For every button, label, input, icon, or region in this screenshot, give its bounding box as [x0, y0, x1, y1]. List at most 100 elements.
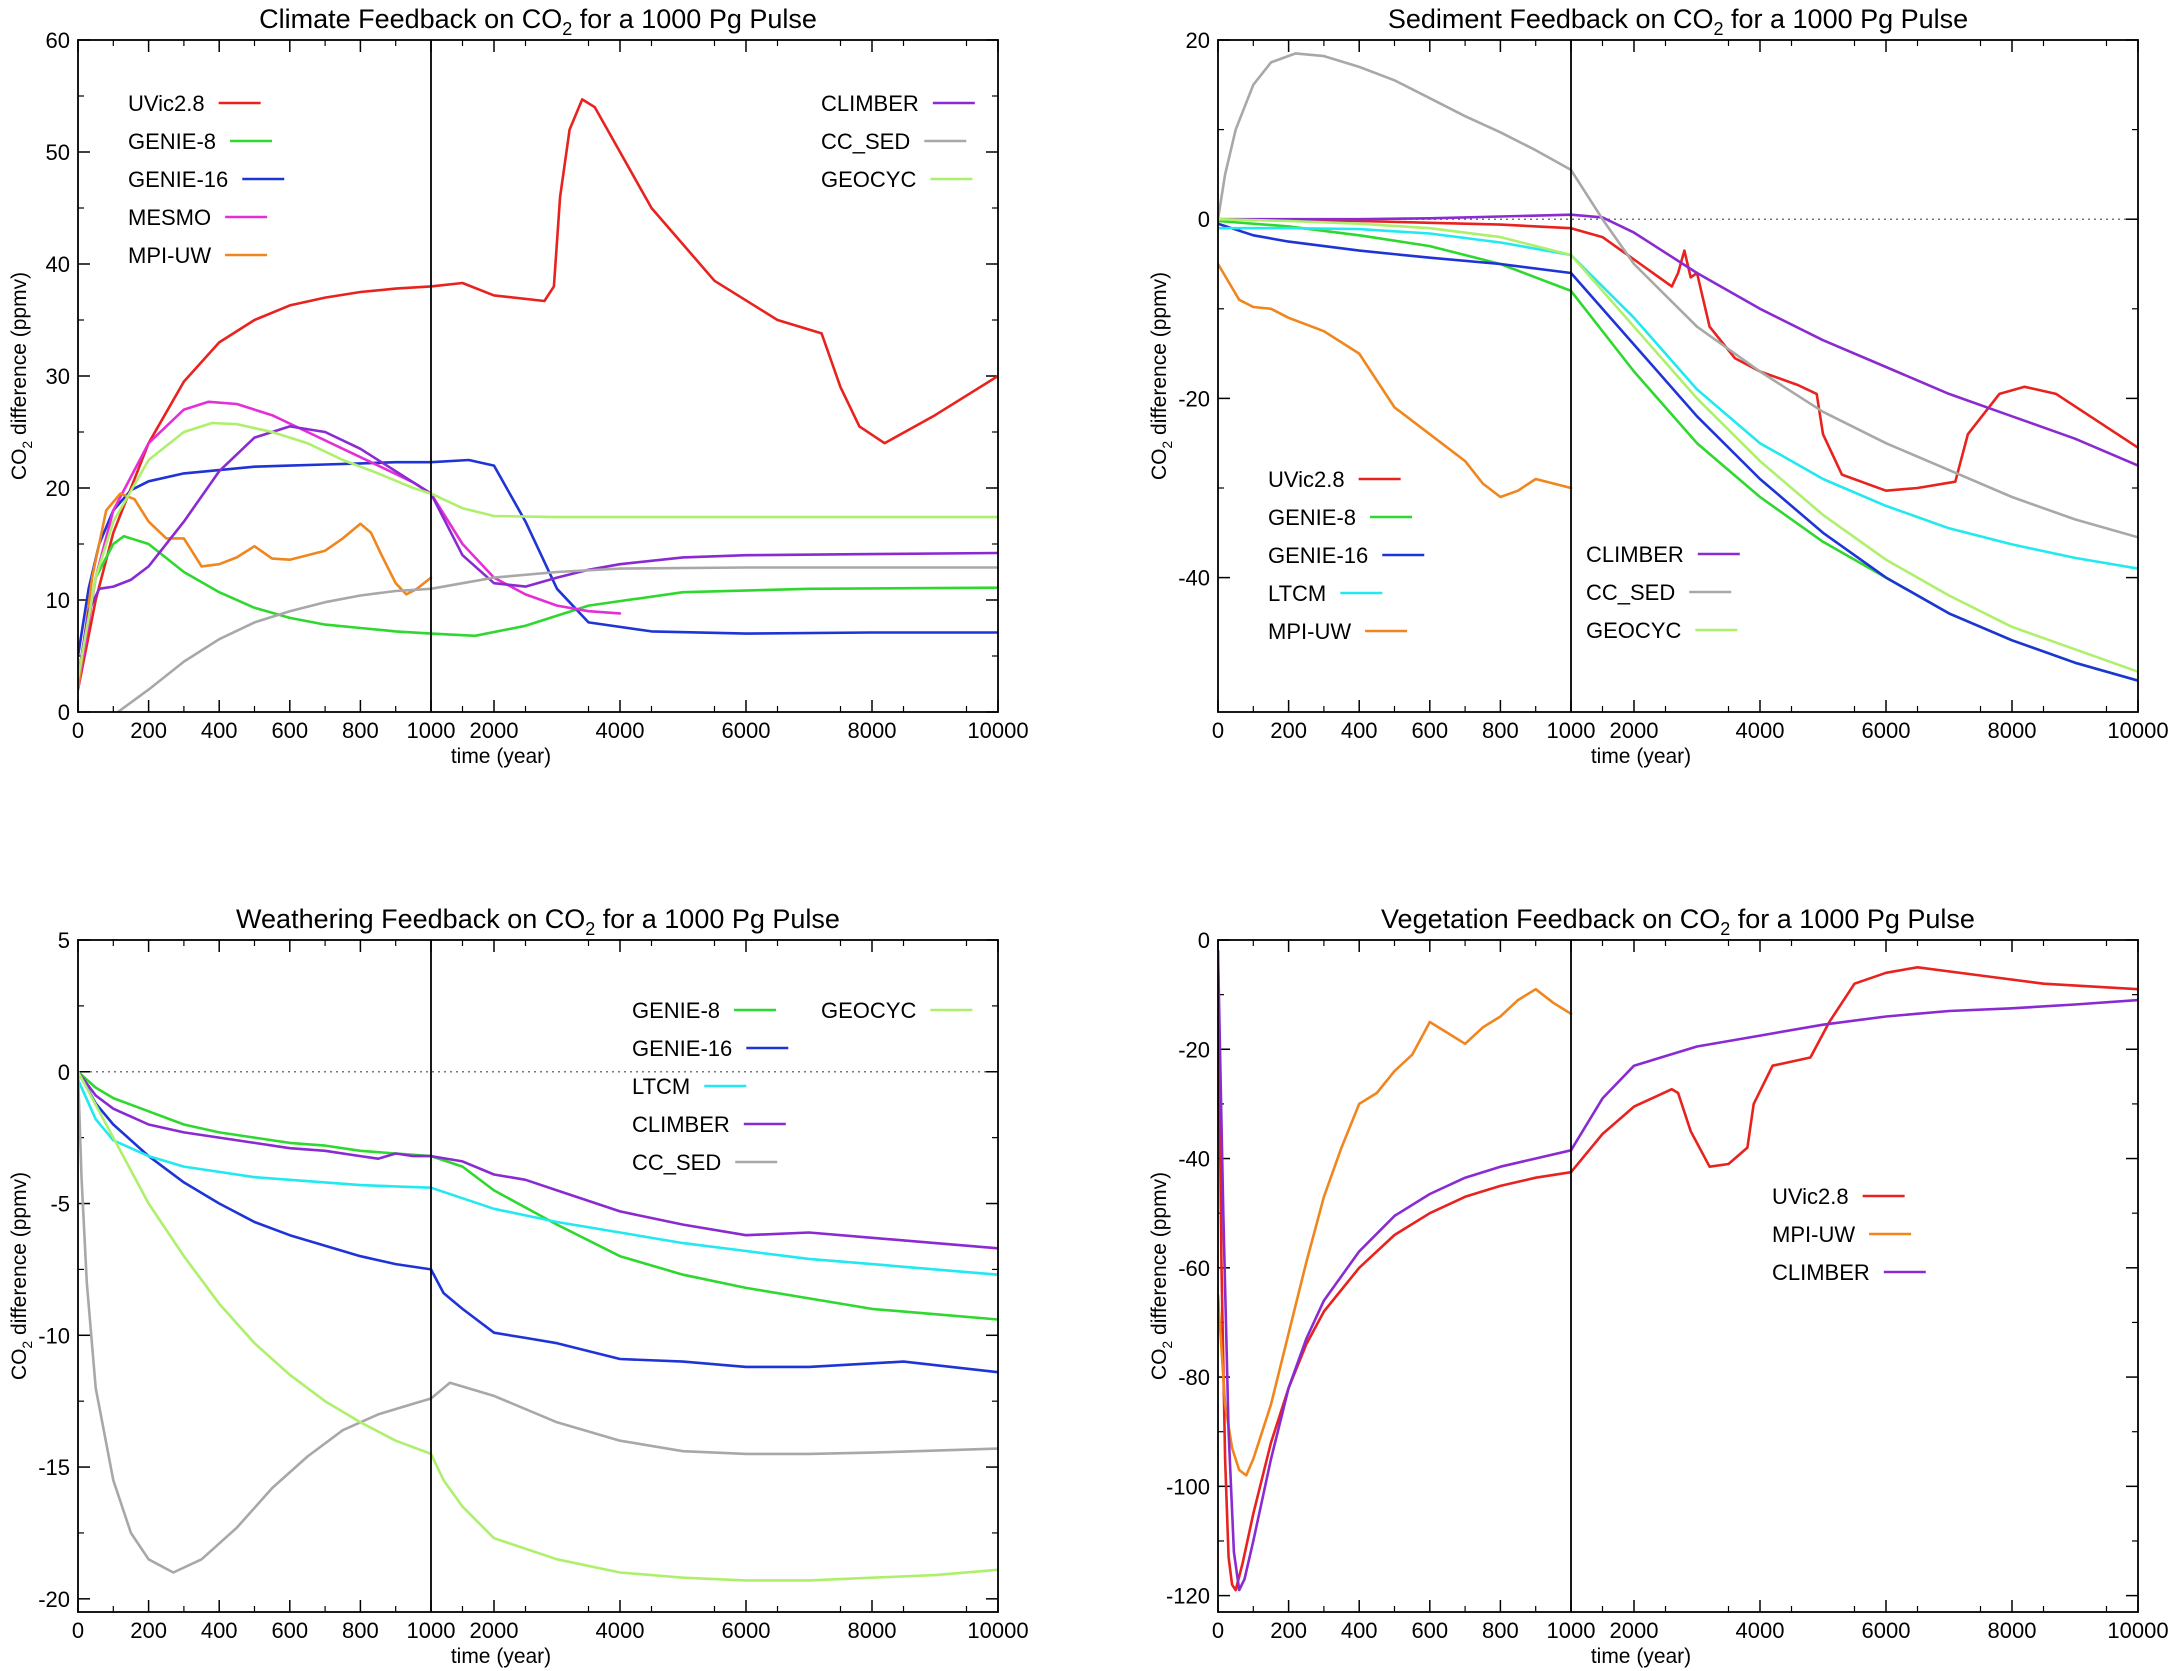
y-axis-label-end: difference (ppmv) — [8, 1172, 31, 1341]
legend-label-cc-sed: CC_SED — [821, 129, 910, 154]
series-line-cc-sed — [1218, 52, 2138, 539]
chart-title-end: for a 1000 Pg Pulse — [1730, 904, 1975, 934]
x-tick-label: 800 — [342, 1618, 379, 1643]
legend-label-mpi-uw: MPI-UW — [1772, 1222, 1855, 1247]
y-tick-label: 5 — [58, 928, 70, 953]
series-line-mpi-uw — [1218, 987, 1573, 1477]
x-axis-label: time (year) — [1591, 1645, 1691, 1668]
y-axis-label-subscript: 2 — [19, 441, 35, 449]
y-tick-label: 0 — [1198, 928, 1210, 953]
x-tick-label: 600 — [1411, 1618, 1448, 1643]
legend-label-genie-8: GENIE-8 — [632, 998, 720, 1023]
vegetation-feedback-panel: Vegetation Feedback on CO2 for a 1000 Pg… — [1148, 904, 2169, 1668]
y-tick-label: 50 — [46, 140, 70, 165]
y-tick-label: -15 — [38, 1455, 70, 1480]
chart-title-main: Vegetation Feedback on CO — [1381, 904, 1720, 934]
x-tick-label: 2000 — [1610, 718, 1659, 743]
legend-label-climber: CLIMBER — [632, 1112, 730, 1137]
x-tick-label: 1000 — [1547, 1618, 1596, 1643]
x-tick-label: 600 — [1411, 718, 1448, 743]
legend-label-genie-16: GENIE-16 — [128, 167, 228, 192]
x-tick-label: 10000 — [967, 718, 1028, 743]
y-tick-label: -100 — [1166, 1474, 1210, 1499]
x-tick-label: 10000 — [967, 1618, 1028, 1643]
x-axis-label: time (year) — [451, 745, 551, 768]
y-tick-label: 30 — [46, 364, 70, 389]
y-axis-label-main: CO — [1148, 449, 1171, 481]
y-axis-label-main: CO — [8, 449, 31, 481]
y-axis-label-end: difference (ppmv) — [1148, 1172, 1171, 1341]
x-tick-label: 4000 — [1736, 1618, 1785, 1643]
y-tick-label: -20 — [1178, 386, 1210, 411]
y-axis-label-main: CO — [8, 1349, 31, 1381]
series-line-geocyc — [78, 1070, 998, 1582]
y-axis-label: CO2 difference (ppmv) — [1148, 1172, 1175, 1380]
x-tick-label: 0 — [1212, 718, 1224, 743]
y-tick-label: 40 — [46, 252, 70, 277]
plot-frame — [77, 39, 999, 713]
y-tick-label: 0 — [1198, 207, 1210, 232]
chart-title-subscript: 2 — [1720, 919, 1730, 939]
x-tick-label: 4000 — [596, 1618, 645, 1643]
chart-title-main: Weathering Feedback on CO — [236, 904, 585, 934]
y-tick-label: -80 — [1178, 1365, 1210, 1390]
chart-title-subscript: 2 — [1714, 19, 1724, 39]
x-tick-label: 400 — [1341, 1618, 1378, 1643]
series-line-mesmo — [78, 400, 622, 691]
x-tick-label: 400 — [201, 1618, 238, 1643]
chart-title-end: for a 1000 Pg Pulse — [1724, 4, 1969, 34]
series-line-ltcm — [78, 1078, 998, 1276]
x-tick-label: 0 — [1212, 1618, 1224, 1643]
x-tick-label: 8000 — [848, 718, 897, 743]
y-tick-label: 20 — [46, 476, 70, 501]
series-line-genie-8 — [78, 1070, 998, 1321]
y-tick-label: 60 — [46, 28, 70, 53]
x-axis-label: time (year) — [451, 1645, 551, 1668]
series-line-mpi-uw — [1218, 262, 1573, 499]
chart-title-end: for a 1000 Pg Pulse — [572, 4, 817, 34]
x-tick-label: 400 — [1341, 718, 1378, 743]
series-line-cc-sed — [78, 1070, 998, 1574]
legend-label-uvic2-8: UVic2.8 — [128, 91, 205, 116]
x-tick-label: 200 — [1270, 1618, 1307, 1643]
x-tick-label: 1000 — [407, 1618, 456, 1643]
x-tick-label: 600 — [271, 718, 308, 743]
legend-label-geocyc: GEOCYC — [1586, 618, 1681, 643]
y-tick-label: -20 — [1178, 1037, 1210, 1062]
y-axis-label: CO2 difference (ppmv) — [8, 1172, 35, 1380]
chart-title: Weathering Feedback on CO2 for a 1000 Pg… — [236, 904, 840, 939]
series-line-genie-16 — [1218, 222, 2138, 682]
series-group — [1218, 949, 2138, 1592]
chart-title-main: Sediment Feedback on CO — [1388, 4, 1714, 34]
x-tick-label: 6000 — [1862, 718, 1911, 743]
x-tick-label: 800 — [1482, 1618, 1519, 1643]
legend-label-mpi-uw: MPI-UW — [128, 243, 211, 268]
legend-label-cc-sed: CC_SED — [632, 1150, 721, 1175]
legend-label-climber: CLIMBER — [1772, 1260, 1870, 1285]
series-line-mpi-uw — [78, 492, 433, 691]
y-axis-label-subscript: 2 — [1159, 1341, 1175, 1349]
x-tick-label: 10000 — [2107, 718, 2168, 743]
x-tick-label: 10000 — [2107, 1618, 2168, 1643]
y-tick-label: -10 — [38, 1323, 70, 1348]
x-tick-label: 6000 — [722, 1618, 771, 1643]
y-axis-label-end: difference (ppmv) — [8, 272, 31, 441]
x-tick-label: 0 — [72, 1618, 84, 1643]
x-tick-label: 200 — [1270, 718, 1307, 743]
legend-label-uvic2-8: UVic2.8 — [1268, 467, 1345, 492]
x-tick-label: 6000 — [1862, 1618, 1911, 1643]
x-tick-label: 1000 — [407, 718, 456, 743]
series-line-uvic2-8 — [78, 98, 998, 691]
series-line-genie-16 — [78, 458, 998, 658]
y-axis-label-main: CO — [1148, 1349, 1171, 1381]
series-line-climber — [78, 1070, 998, 1250]
x-tick-label: 200 — [130, 1618, 167, 1643]
series-line-uvic2-8 — [1218, 217, 2138, 493]
legend-label-genie-16: GENIE-16 — [632, 1036, 732, 1061]
x-tick-label: 600 — [271, 1618, 308, 1643]
series-group — [78, 1070, 998, 1582]
legend-label-climber: CLIMBER — [821, 91, 919, 116]
legend-label-mpi-uw: MPI-UW — [1268, 619, 1351, 644]
chart-title: Sediment Feedback on CO2 for a 1000 Pg P… — [1388, 4, 1968, 39]
y-tick-label: -120 — [1166, 1584, 1210, 1609]
